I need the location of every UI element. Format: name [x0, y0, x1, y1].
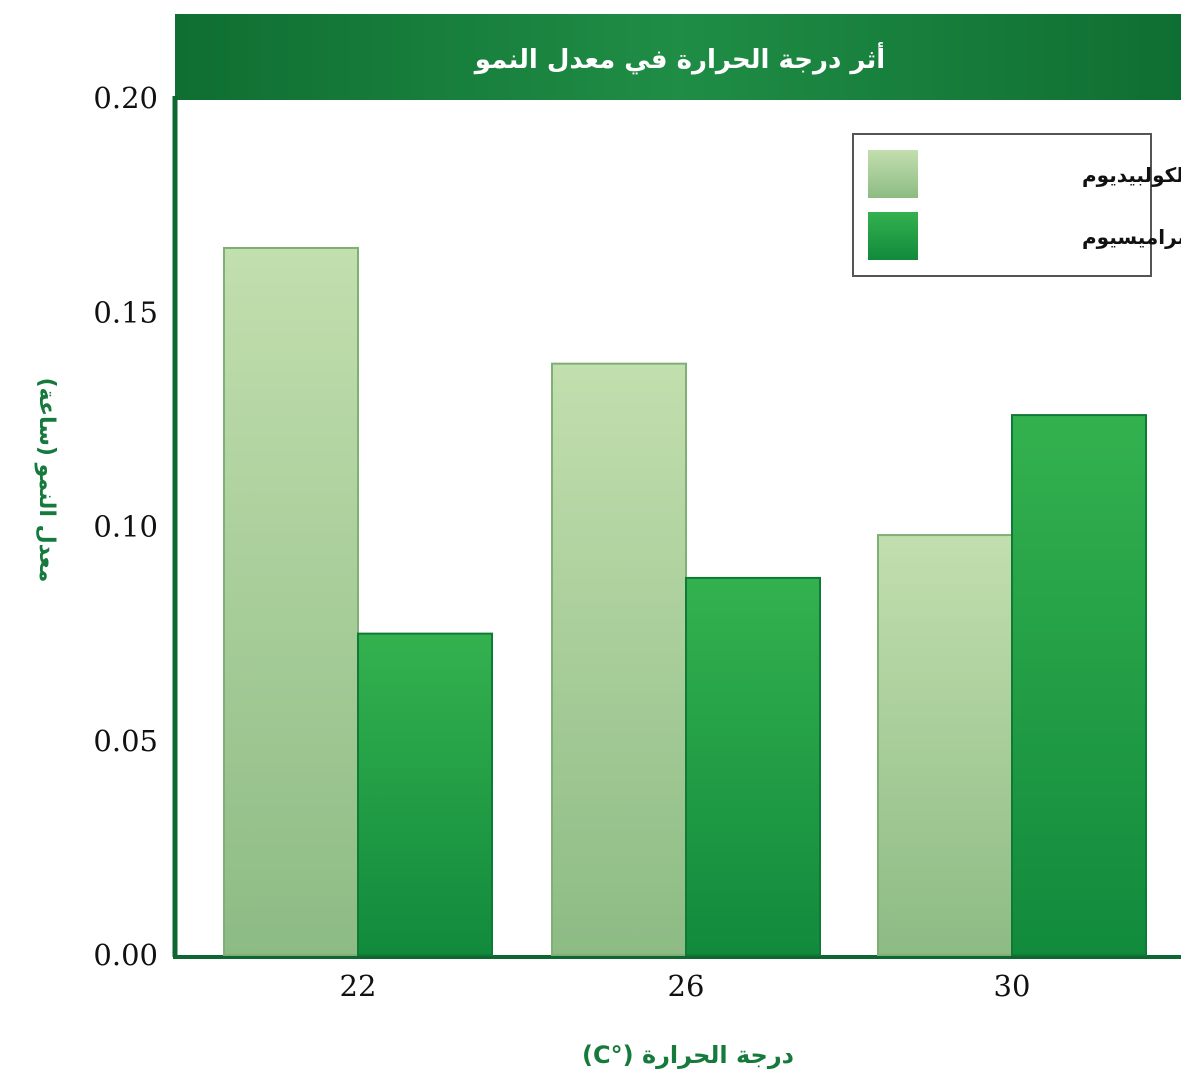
bar-paramecium-26 — [685, 576, 821, 956]
bar-paramecium-22 — [357, 632, 493, 956]
bar-colpidium-30 — [877, 534, 1013, 956]
x-axis-title: درجة الحرارة (°C) — [582, 1041, 794, 1069]
y-tick-label: 0.05 — [93, 724, 158, 758]
title-band — [175, 14, 1181, 100]
chart-title: أثر درجة الحرارة في معدل النمو — [473, 42, 885, 75]
x-axis-ticks: 22 26 30 — [340, 969, 1031, 1003]
x-tick-label: 22 — [340, 969, 377, 1003]
legend-swatch-paramecium — [868, 212, 918, 260]
y-tick-label: 0.15 — [93, 295, 158, 329]
x-tick-label: 26 — [668, 969, 705, 1003]
y-axis-title: معدل النمو (ساعة) — [34, 378, 59, 583]
y-tick-label: 0.20 — [93, 81, 158, 115]
x-tick-label: 30 — [994, 969, 1031, 1003]
legend: الكولبيديوم البراميسيوم — [852, 133, 1181, 277]
bars-group — [223, 246, 1147, 957]
bar-colpidium-26 — [551, 362, 687, 957]
y-axis-ticks: 0.00 0.05 0.10 0.15 0.20 — [93, 81, 158, 972]
legend-swatch-colpidium — [868, 150, 918, 198]
y-tick-label: 0.00 — [93, 938, 158, 972]
bar-paramecium-30 — [1011, 414, 1147, 956]
legend-label-colpidium: الكولبيديوم — [1082, 163, 1181, 187]
y-tick-label: 0.10 — [93, 510, 158, 544]
bar-colpidium-22 — [223, 246, 359, 957]
legend-label-paramecium: البراميسيوم — [1082, 225, 1181, 249]
